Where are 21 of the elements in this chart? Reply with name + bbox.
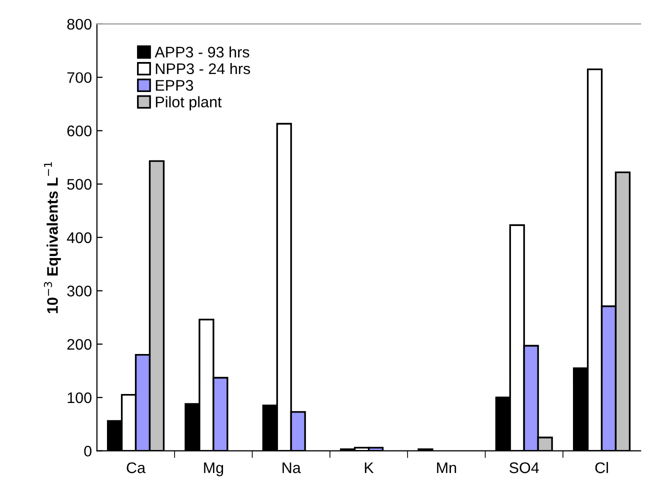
x-tick-label: K: [364, 462, 374, 474]
x-tick-label: Mn: [437, 462, 456, 474]
legend-label: EPP3: [156, 80, 194, 91]
legend-label: Pilot plant: [156, 96, 222, 110]
y-tick-label: 400: [66, 232, 92, 244]
y-axis-title: 10$^{−3}$ Equivalents L$^{−1}$: [44, 162, 61, 314]
legend-label: APP3 - 93 hrs: [154, 46, 250, 58]
y-tick-label: 300: [67, 286, 92, 296]
y-tick-label: 200: [67, 339, 92, 350]
x-tick-label: SO4: [510, 462, 539, 474]
y-tick-label: 800: [67, 18, 92, 30]
y-tick-label: 700: [67, 72, 92, 84]
x-tick-label: Na: [282, 462, 301, 474]
x-tick-label: Ca: [126, 462, 146, 474]
x-tick-label: Cl: [595, 462, 608, 474]
y-tick-label: 100: [68, 392, 92, 404]
y-tick-label: 500: [67, 178, 92, 190]
y-tick-label: 600: [67, 126, 92, 136]
x-tick-label: Mg: [204, 462, 224, 476]
y-tick-label: 0: [84, 446, 92, 457]
legend-label: NPP3 - 24 hrs: [156, 62, 250, 74]
